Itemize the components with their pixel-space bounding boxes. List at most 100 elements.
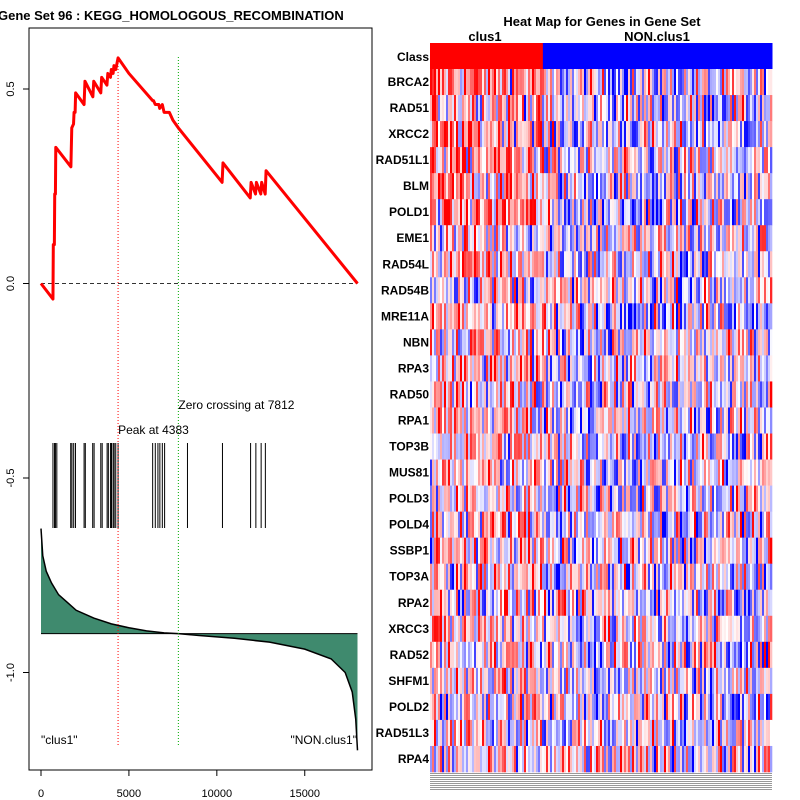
heatmap-cell (678, 121, 681, 148)
heatmap-cell (514, 589, 517, 617)
heatmap-cell (636, 147, 639, 174)
heatmap-cell (716, 355, 719, 382)
heatmap-cell (630, 121, 633, 148)
heatmap-cell (436, 563, 439, 591)
heatmap-cell (534, 589, 537, 617)
heatmap-cell (494, 433, 497, 460)
heatmap-cell (664, 745, 667, 773)
heatmap-cell (616, 537, 619, 565)
heatmap-cell (586, 225, 589, 252)
heatmap-cell (462, 667, 465, 695)
heatmap-cell (584, 433, 587, 460)
heatmap-cell (464, 381, 467, 408)
heatmap-cell (646, 563, 649, 591)
heatmap-cell (614, 745, 617, 773)
heatmap-cell (740, 693, 743, 721)
heatmap-cell (592, 173, 595, 200)
heatmap-cell (454, 251, 457, 278)
heatmap-cell (478, 407, 481, 434)
heatmap-cell (618, 95, 621, 122)
heatmap-cell (512, 355, 515, 382)
heatmap-cell (680, 407, 683, 434)
heatmap-cell (766, 485, 769, 512)
heatmap-cell (524, 641, 527, 669)
heatmap-cell (552, 433, 555, 460)
heatmap-cell (510, 537, 513, 565)
heatmap-cell (474, 537, 477, 565)
heatmap-cell (480, 173, 483, 200)
heatmap-cell (748, 511, 751, 538)
heatmap-cell (474, 147, 477, 174)
heatmap-cell (458, 589, 461, 617)
heatmap-cell (650, 225, 653, 252)
heatmap-cell (756, 407, 759, 434)
heatmap-cell (484, 693, 487, 721)
heatmap-cell (474, 615, 477, 643)
heatmap-cell (768, 537, 771, 565)
heatmap-cell (476, 95, 479, 122)
heatmap-cell (654, 745, 657, 773)
heatmap-cell (590, 563, 593, 591)
heatmap-cell (684, 433, 687, 460)
heatmap-cell (746, 225, 749, 252)
heatmap-cell (674, 719, 677, 747)
heatmap-cell (632, 433, 635, 460)
heatmap-cell (750, 251, 753, 278)
heatmap-cell (618, 615, 621, 643)
heatmap-cell (454, 225, 457, 252)
heatmap-cell (684, 381, 687, 408)
heatmap-cell (456, 69, 459, 96)
heatmap-cell (738, 563, 741, 591)
heatmap-cell (546, 381, 549, 408)
heatmap-cell (548, 459, 551, 486)
heatmap-cell (516, 693, 519, 721)
heatmap-cell (570, 615, 573, 643)
heatmap-cell (556, 303, 559, 330)
heatmap-cell (710, 511, 713, 538)
heatmap-cell (564, 433, 567, 460)
heatmap-cell (486, 121, 489, 148)
heatmap-cell (696, 303, 699, 330)
heatmap-cell (566, 511, 569, 538)
heatmap-cell (522, 485, 525, 512)
heatmap-cell (480, 355, 483, 382)
heatmap-cell (738, 667, 741, 695)
heatmap-cell (482, 563, 485, 591)
heatmap-cell (526, 407, 529, 434)
heatmap-cell (578, 693, 581, 721)
heatmap-cell (498, 329, 501, 356)
heatmap-cell (448, 589, 451, 617)
heatmap-cell (564, 329, 567, 356)
heatmap-cell (568, 589, 571, 617)
heatmap-cell (714, 693, 717, 721)
heatmap-cell (652, 381, 655, 408)
heatmap-cell (496, 225, 499, 252)
heatmap-cell (630, 277, 633, 304)
heatmap-cell (516, 329, 519, 356)
heatmap-cell (628, 251, 631, 278)
heatmap-cell (656, 719, 659, 747)
heatmap-cell (632, 485, 635, 512)
heatmap-cell (594, 485, 597, 512)
heatmap-cell (496, 381, 499, 408)
heatmap-cell (592, 433, 595, 460)
heatmap-cell (738, 641, 741, 669)
heatmap-cell (612, 615, 615, 643)
heatmap-cell (748, 225, 751, 252)
heatmap-cell (472, 485, 475, 512)
heatmap-cell (494, 121, 497, 148)
heatmap-cell (698, 69, 701, 96)
heatmap-cell (616, 693, 619, 721)
heatmap-cell (638, 537, 641, 565)
heatmap-cell (612, 485, 615, 512)
heatmap-cell (486, 459, 489, 486)
heatmap-cell (720, 147, 723, 174)
heatmap-cell (668, 251, 671, 278)
heatmap-cell (490, 563, 493, 591)
heatmap-cell (616, 381, 619, 408)
heatmap-cell (502, 199, 505, 226)
heatmap-cell (676, 277, 679, 304)
heatmap-cell (616, 69, 619, 96)
heatmap-cell (672, 173, 675, 200)
heatmap-cell (500, 693, 503, 721)
